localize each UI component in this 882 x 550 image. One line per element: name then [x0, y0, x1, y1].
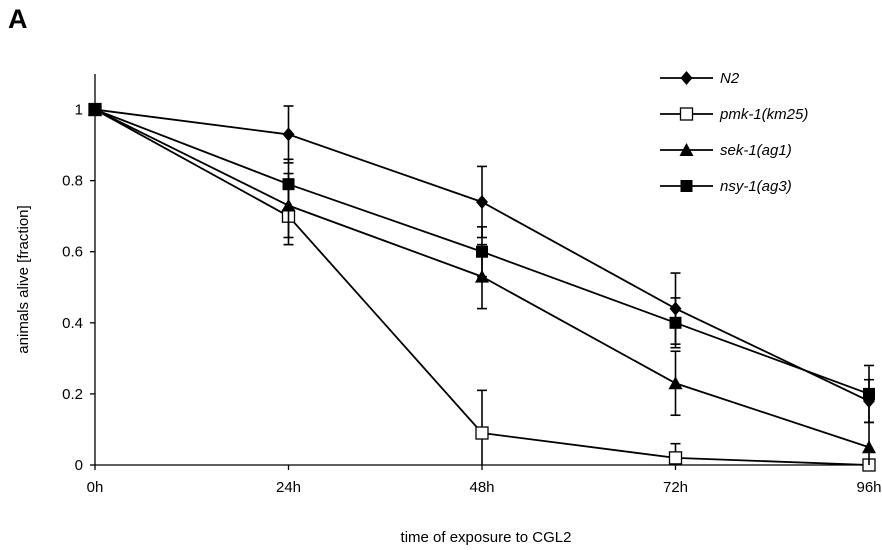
- legend-marker: [680, 71, 693, 85]
- legend-marker: [679, 143, 694, 156]
- data-point: [282, 178, 295, 191]
- legend: N2 pmk-1(km25) sek-1(ag1) nsy-1(ag3): [660, 70, 808, 195]
- data-point: [476, 245, 488, 258]
- data-point: [475, 426, 489, 440]
- axes: 0 0.2 0.4 0.6 0.8 1 0h 24h 48h 72h 96h: [62, 74, 882, 496]
- x-tick-label: 48h: [469, 479, 494, 496]
- data-point: [862, 440, 876, 454]
- y-tick-label: 0.8: [62, 173, 83, 190]
- y-tick-label: 0: [75, 457, 83, 474]
- y-ticks: 0 0.2 0.4 0.6 0.8 1: [62, 102, 95, 474]
- legend-label: sek-1(ag1): [720, 142, 792, 159]
- legend-item: sek-1(ag1): [660, 142, 792, 159]
- y-tick-label: 0.2: [62, 386, 83, 403]
- x-tick-label: 72h: [663, 479, 688, 496]
- legend-label: N2: [720, 70, 740, 87]
- data-point: [863, 387, 875, 400]
- y-tick-label: 1: [75, 102, 83, 119]
- legend-marker: [679, 107, 694, 121]
- legend-item: pmk-1(km25): [660, 106, 808, 123]
- legend-item: nsy-1(ag3): [660, 178, 792, 195]
- legend-item: N2: [660, 70, 740, 87]
- x-ticks: 0h 24h 48h 72h 96h: [87, 465, 882, 496]
- data-point: [89, 103, 101, 116]
- data-point: [476, 194, 488, 209]
- x-tick-label: 24h: [276, 479, 301, 496]
- legend-marker: [680, 180, 693, 192]
- data-point: [668, 376, 683, 390]
- x-axis-title: time of exposure to CGL2: [401, 529, 572, 546]
- data-point: [668, 451, 683, 465]
- plot-series: [88, 102, 876, 472]
- data-point: [282, 127, 295, 142]
- x-tick-label: 0h: [87, 479, 104, 496]
- legend-label: pmk-1(km25): [719, 106, 808, 123]
- panel-label: A: [8, 4, 28, 34]
- data-point: [669, 316, 682, 329]
- x-tick-label: 96h: [856, 479, 881, 496]
- y-tick-label: 0.4: [62, 315, 83, 332]
- y-axis-title: animals alive [fraction]: [15, 205, 32, 353]
- series-nsy-1(ag3): [89, 103, 875, 424]
- legend-label: nsy-1(ag3): [720, 178, 792, 195]
- y-tick-label: 0.6: [62, 244, 83, 261]
